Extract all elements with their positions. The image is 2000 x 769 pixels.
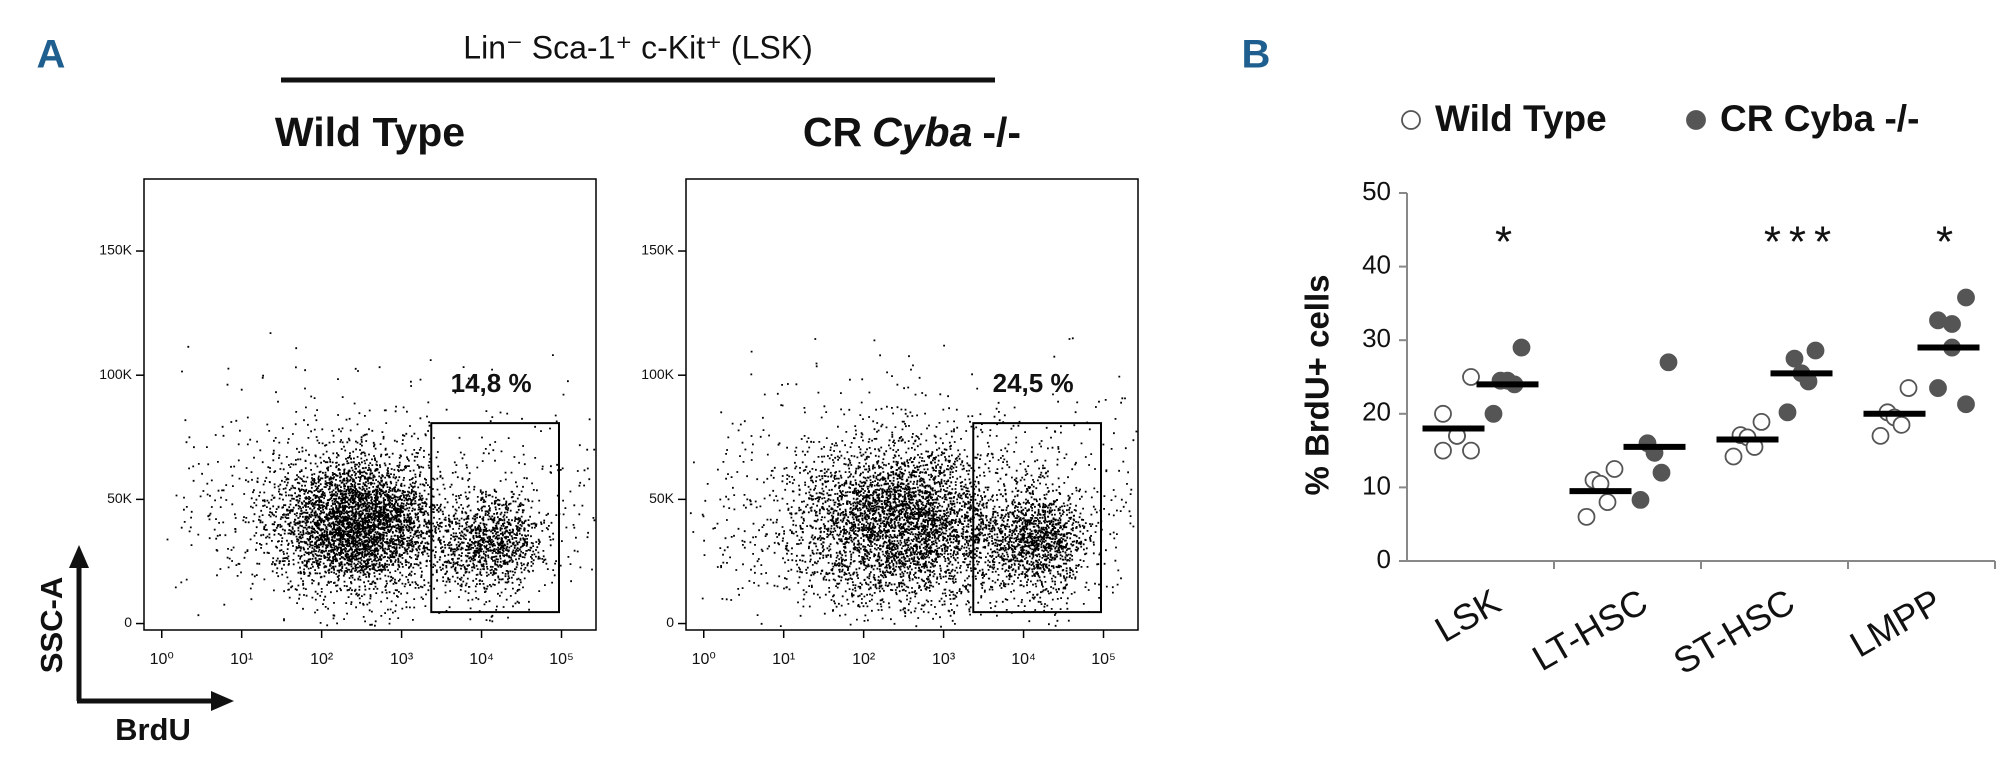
x-tick-label: 10⁴ [1011,651,1036,668]
panel-title-part: CR [803,109,862,155]
y-tick-label: 50K [107,490,133,506]
y-tick-label: 100K [641,366,674,382]
y-arrow-head [69,545,89,568]
panel-title-part: -/- [982,109,1021,155]
y-tick-label: 100K [99,366,132,382]
x-tick-label: 10⁴ [469,651,494,668]
x-tick-label: 10¹ [772,651,795,668]
header: Lin⁻ Sca-1⁺ c-Kit⁺ (LSK) [463,29,812,65]
x-tick-label: LMPP [1843,581,1948,666]
data-point [1484,404,1503,423]
data-point [1778,403,1797,422]
x-tick-label: 10¹ [230,651,253,668]
y-tick-label: 40 [1362,249,1391,279]
y-tick-label: 0 [666,614,674,630]
panel-title-part: Wild Type [275,109,465,155]
data-point [1462,441,1480,460]
x-arrow-head [211,691,234,711]
panel-label: A [37,33,66,77]
panel-label: B [1242,33,1271,77]
x-tick-label: 10² [852,651,876,668]
significance: * [1936,218,1961,267]
panel-title-part: Cyba [872,109,972,155]
data-point [1631,491,1650,509]
data-point [1434,404,1452,423]
x-tick-label: 10³ [932,651,956,668]
gate [430,422,560,614]
data-point [1512,338,1531,357]
gate-percent: 24,5 % [993,368,1074,398]
x-tick-label: 10² [310,651,334,668]
data-point [1434,441,1452,460]
legend-marker [1686,110,1706,130]
x-tick-label: ST-HSC [1666,581,1801,683]
plot-frame [685,178,1139,631]
legend-label: Wild Type [1435,98,1607,139]
x-tick-label: 10⁰ [150,651,174,668]
data-point [1871,426,1890,445]
y-tick-label: 20 [1362,397,1391,427]
gate [972,422,1102,614]
y-tick-label: 50 [1362,176,1391,206]
y-tick-label: 150K [641,242,674,258]
significance: *** [1764,218,1839,267]
data-point [1892,415,1911,434]
data-point [1943,315,1961,333]
legend-label: CR Cyba -/- [1720,98,1919,139]
data-point [1899,379,1918,397]
y-axis-title: % BrdU+ cells [1299,274,1336,495]
data-point [1659,353,1678,372]
x-tick-label: 10⁵ [549,651,573,668]
legend-marker [1401,110,1421,130]
data-point [1806,341,1825,360]
x-axis-title: BrdU [115,712,191,747]
significance: * [1495,218,1520,267]
data-point [1462,368,1480,386]
y-tick-label: 30 [1362,323,1391,353]
data-point [1957,288,1975,307]
y-axis-title: SSC-A [34,577,69,673]
data-point [1957,395,1975,414]
event-cloud [689,337,1138,628]
plot-frame [143,178,597,631]
y-tick-label: 10 [1362,470,1391,500]
x-tick-label: LT-HSC [1525,581,1654,679]
data-point [1598,493,1617,512]
x-tick-label: LSK [1428,581,1507,651]
data-point [1724,447,1743,466]
x-tick-label: 10⁰ [692,651,716,668]
data-point [1785,349,1804,368]
y-tick-label: 50K [649,490,675,506]
y-tick-label: 150K [99,242,132,258]
data-point [1577,507,1596,526]
data-point [1752,412,1771,431]
y-tick-label: 0 [124,614,132,630]
panel-title: CR Cyba -/- [803,109,1021,155]
event-cloud [166,332,596,627]
gate-percent: 14,8 % [451,368,532,398]
y-tick-label: 0 [1377,544,1391,574]
data-point [1652,463,1671,482]
panel-title: Wild Type [275,109,465,155]
data-point [1605,460,1624,478]
data-point [1929,379,1947,397]
x-tick-label: 10³ [390,651,414,668]
x-tick-label: 10⁵ [1091,651,1115,668]
